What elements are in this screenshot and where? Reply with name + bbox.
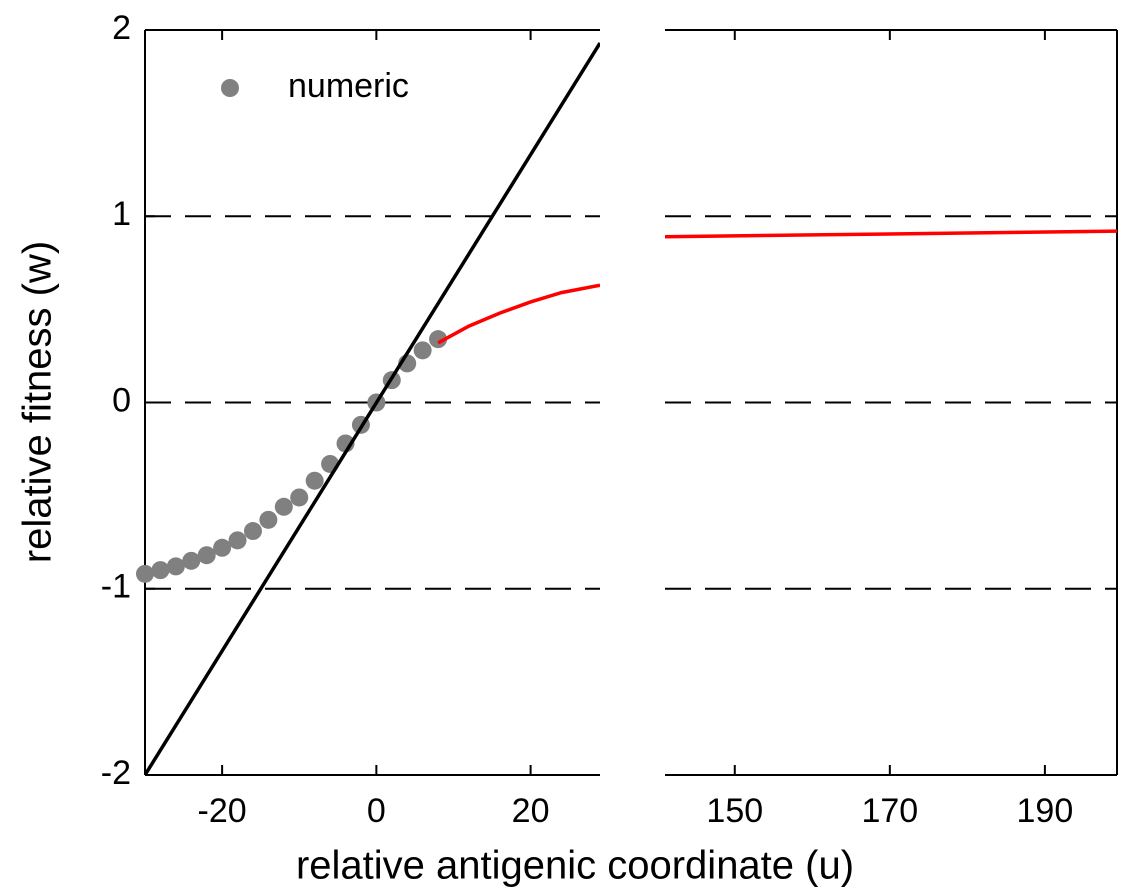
y-tick-label: 2 (112, 9, 131, 47)
x-axis-label: relative antigenic coordinate (u) (296, 844, 854, 888)
y-tick-label: -1 (101, 568, 131, 606)
y-tick-label: 0 (112, 381, 131, 419)
data-point (290, 488, 309, 507)
x-tick-label: 0 (367, 792, 386, 830)
data-point (197, 546, 216, 565)
data-point (259, 510, 278, 529)
x-tick-label: 190 (1017, 792, 1074, 830)
data-point (305, 471, 324, 490)
x-tick-label: -20 (198, 792, 247, 830)
data-point (228, 531, 247, 550)
data-line (437, 283, 600, 345)
data-point (429, 330, 448, 349)
data-point (213, 538, 232, 557)
data-point (151, 561, 170, 580)
data-point (274, 497, 293, 516)
data-point (136, 564, 154, 583)
data-point (413, 341, 432, 360)
data-point (243, 522, 262, 541)
y-tick-label: -2 (101, 754, 131, 792)
data-line (145, 42, 600, 776)
legend-marker (221, 79, 239, 97)
y-axis-label: relative fitness (w) (16, 241, 60, 563)
data-point (182, 551, 201, 570)
y-tick-label: 1 (112, 195, 131, 233)
x-tick-label: 20 (512, 792, 550, 830)
legend-label: numeric (288, 67, 409, 105)
x-tick-label: 170 (861, 792, 918, 830)
data-point (166, 557, 185, 576)
data-line (665, 229, 1117, 239)
x-tick-label: 150 (706, 792, 763, 830)
